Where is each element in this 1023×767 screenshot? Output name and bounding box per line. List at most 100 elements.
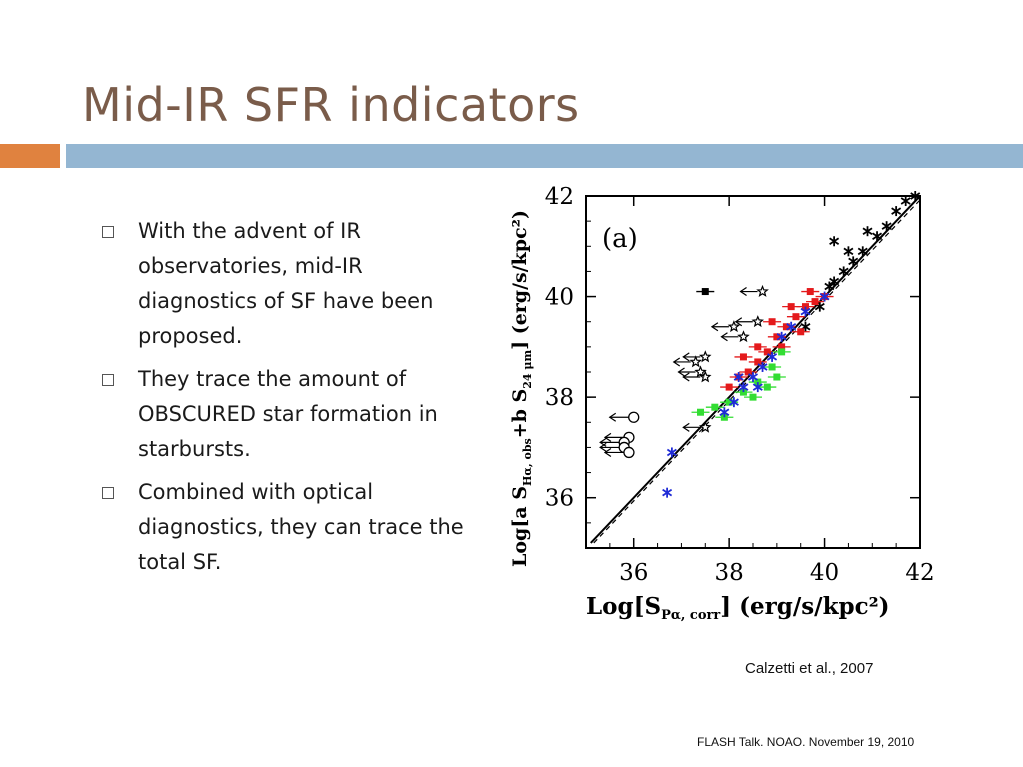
data-point [838, 267, 849, 276]
data-point [801, 303, 809, 311]
data-point [773, 333, 781, 341]
upper-limit-arrowhead [603, 432, 612, 442]
data-point [725, 398, 733, 406]
bullet-box-icon [102, 487, 114, 499]
y-tick-label: 38 [545, 385, 574, 411]
upper-limit-arrowhead [734, 317, 743, 327]
data-point [720, 413, 728, 421]
fit-line [590, 195, 921, 544]
data-point [728, 398, 739, 406]
y-tick-label: 40 [545, 285, 574, 311]
data-point [829, 277, 840, 286]
data-point [786, 322, 797, 331]
y-tick-label: 36 [545, 486, 574, 512]
bullet-text: With the advent of IR observatories, mid… [138, 219, 434, 348]
data-point [754, 343, 762, 351]
data-point [689, 355, 703, 368]
data-point [719, 408, 730, 416]
data-point [666, 448, 677, 457]
upper-limit-arrowhead [682, 352, 690, 362]
data-point [814, 302, 825, 311]
data-point [698, 420, 712, 433]
data-point [792, 313, 800, 321]
upper-limit-arrowhead [739, 287, 747, 297]
data-point [768, 363, 776, 371]
data-point [857, 247, 868, 256]
data-point [697, 408, 705, 416]
slide-title: Mid-IR SFR indicators [82, 78, 580, 132]
data-point [819, 292, 830, 301]
data-point [751, 315, 764, 328]
data-point [757, 363, 768, 371]
data-point [767, 353, 778, 361]
scatter-chart: 36 38 40 42 36 38 40 42 (a) Log[SPα, corr] (erg… [509, 184, 935, 623]
data-point [754, 358, 762, 366]
data-point [862, 227, 873, 235]
data-point [763, 383, 771, 391]
x-tick-label: 40 [810, 560, 839, 586]
bullet-text: They trace the amount of OBSCURED star f… [138, 367, 438, 461]
x-tick-label: 36 [619, 560, 648, 586]
upper-limit-arrowhead [682, 372, 690, 382]
x-tick-label: 42 [905, 560, 934, 586]
data-point [800, 307, 811, 316]
bullet-item: With the advent of IR observatories, mid… [98, 214, 478, 354]
bullet-box-icon [102, 374, 114, 386]
upper-limit-arrowhead [710, 322, 719, 332]
data-point [738, 383, 749, 391]
x-axis-label: Log[SPα, corr] (erg/s/kpc²) [586, 593, 890, 623]
data-point [694, 365, 707, 378]
data-point [744, 368, 752, 376]
data-point [739, 353, 747, 361]
data-point [763, 348, 771, 356]
data-point [768, 318, 776, 326]
data-point [776, 333, 787, 341]
data-point [778, 343, 786, 351]
data-point [872, 232, 883, 240]
data-point [900, 197, 911, 205]
data-point [733, 373, 744, 381]
data-point [628, 411, 640, 423]
data-point [711, 403, 719, 411]
accent-bar-orange [0, 144, 60, 168]
bullet-item: Combined with optical diagnostics, they … [98, 475, 478, 580]
upper-limit-arrowhead [603, 447, 612, 457]
footer-text: FLASH Talk. NOAO. November 19, 2010 [697, 735, 915, 749]
data-point [797, 328, 805, 336]
data-point [752, 383, 763, 391]
upper-limit-arrowhead [599, 442, 607, 452]
data-point [698, 350, 712, 363]
y-tick-label: 42 [545, 184, 574, 210]
x-tick-label: 38 [715, 560, 744, 586]
upper-limit-arrowhead [672, 357, 681, 367]
bullet-item: They trace the amount of OBSCURED star f… [98, 362, 478, 467]
data-point [623, 446, 635, 459]
data-point [782, 323, 790, 331]
data-point [787, 303, 795, 311]
data-point [756, 284, 769, 297]
data-point [881, 222, 892, 230]
upper-limit-arrowhead [608, 412, 617, 422]
upper-limit-arrowhead [682, 422, 690, 432]
plot-area: 36 38 40 42 36 38 40 42 [545, 184, 935, 586]
data-point [806, 288, 814, 296]
data-point [824, 282, 835, 291]
data-point [737, 330, 750, 343]
data-point [891, 207, 902, 215]
data-point [727, 320, 741, 333]
upper-limit-arrowhead [720, 332, 728, 342]
data-point [739, 388, 747, 396]
data-point [662, 488, 673, 497]
data-point [773, 373, 781, 381]
bullet-box-icon [102, 226, 114, 238]
data-point [749, 393, 757, 401]
data-point [910, 192, 921, 200]
data-point [778, 348, 786, 356]
data-point [829, 237, 840, 246]
data-point [748, 373, 758, 381]
upper-limit-arrowhead [677, 367, 685, 377]
data-point [701, 288, 709, 296]
data-point [811, 298, 819, 306]
data-point [848, 257, 859, 266]
accent-bar-blue [66, 144, 1023, 168]
